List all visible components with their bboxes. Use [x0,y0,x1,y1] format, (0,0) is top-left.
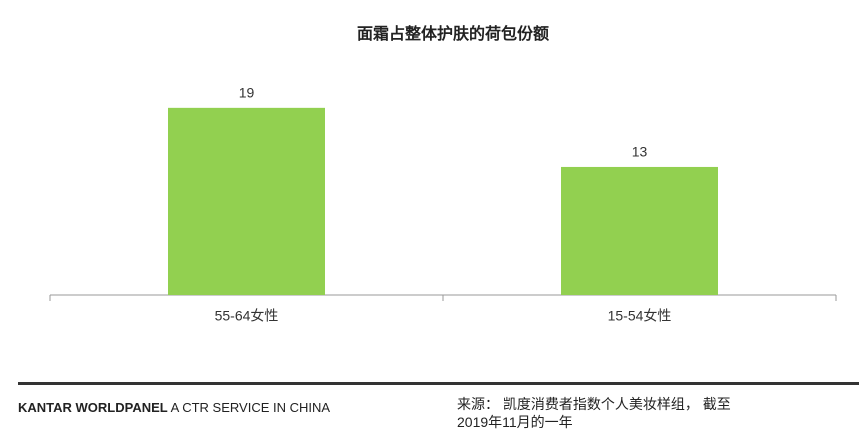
chart: 面霜占整体护肤的荷包份额 55-64女性 19 15-54女性 13 [49,24,837,324]
bar [561,166,718,295]
brand: KANTAR WORLDPANEL A CTR SERVICE IN CHINA [18,400,330,415]
value-label: 19 [239,85,255,101]
brand-bold: KANTAR WORLDPANEL [18,400,168,415]
x-tick-label: 15-54女性 [608,308,672,324]
source: 来源： 凯度消费者指数个人美妆样组， 截至 2019年11月的一年 [457,395,731,431]
chart-title: 面霜占整体护肤的荷包份额 [357,24,549,43]
brand-rest: A CTR SERVICE IN CHINA [170,400,331,415]
source-line: 来源： 凯度消费者指数个人美妆样组， 截至 [457,396,731,412]
source-line: 2019年11月的一年 [457,414,573,430]
footer-rule [18,382,859,385]
value-label: 13 [632,144,648,160]
x-tick-label: 55-64女性 [215,308,279,324]
bar [168,107,325,295]
